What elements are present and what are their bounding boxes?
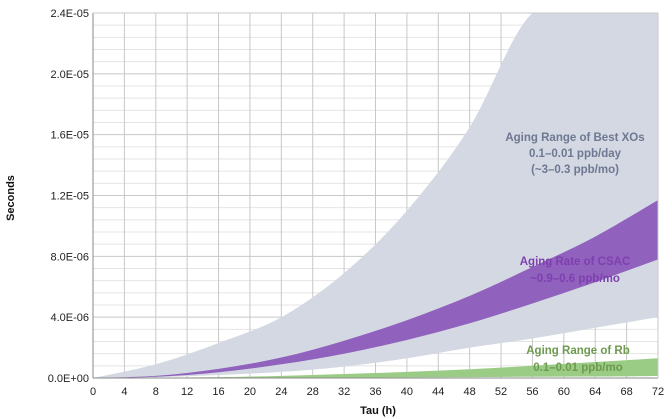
x-tick-label: 8: [153, 386, 159, 398]
annotation-line: Aging Range of Rb: [526, 345, 630, 357]
x-tick-label: 24: [275, 386, 287, 398]
x-tick-label: 48: [464, 386, 476, 398]
y-tick-label: 2.0E-05: [50, 69, 89, 81]
annotation-line: 0.1–0.01 ppb/day: [529, 148, 622, 160]
annotation-best-xo: Aging Range of Best XOs 0.1–0.01 ppb/day (…: [505, 132, 644, 176]
x-tick-label: 20: [244, 386, 256, 398]
x-tick-label: 60: [558, 386, 570, 398]
x-tick-label: 16: [212, 386, 224, 398]
annotation-line: Aging Range of Best XOs: [505, 132, 644, 144]
annotation-line: Aging Rate of CSAC: [520, 256, 631, 268]
y-tick-label: 0.0E+00: [48, 373, 89, 385]
y-axis-title: Seconds: [5, 175, 17, 221]
x-tick-label: 4: [121, 386, 127, 398]
annotation-line: ~0.9–0.6 ppb/mo: [530, 273, 620, 285]
x-tick-label: 32: [338, 386, 350, 398]
x-tick-label: 12: [181, 386, 193, 398]
x-axis-title: Tau (h): [360, 405, 396, 417]
x-tick-labels: 0 4 8 12 16 20 24 28 32 36 40 44 48 52 56 60 64 68 72: [90, 386, 664, 398]
y-tick-labels: 0.0E+00 4.0E-06 8.0E-06 1.2E-05 1.6E-05 2.0E-…: [48, 8, 89, 385]
annotation-line: 0.1–0.01 ppb/mo: [533, 362, 622, 374]
chart-axes: [92, 12, 659, 379]
x-tick-label: 40: [401, 386, 413, 398]
band-rb: [93, 358, 658, 378]
x-tick-label: 28: [307, 386, 319, 398]
y-tick-label: 1.6E-05: [50, 130, 89, 142]
x-tick-label: 44: [432, 386, 444, 398]
chart-bands: [93, 13, 658, 378]
x-tick-label: 68: [620, 386, 632, 398]
annotation-rb: Aging Range of Rb 0.1–0.01 ppb/mo: [526, 345, 630, 374]
y-tick-label: 8.0E-06: [50, 251, 89, 263]
y-tick-label: 2.4E-05: [50, 8, 89, 20]
x-tick-label: 0: [90, 386, 96, 398]
x-tick-label: 64: [589, 386, 601, 398]
band-csac: [93, 200, 658, 378]
band-annotations: Aging Range of Best XOs 0.1–0.01 ppb/day (…: [505, 132, 644, 374]
y-tick-label: 4.0E-06: [50, 312, 89, 324]
x-tick-label: 72: [652, 386, 664, 398]
x-tick-label: 36: [369, 386, 381, 398]
y-tick-label: 1.2E-05: [50, 191, 89, 203]
x-tick-label: 52: [495, 386, 507, 398]
annotation-csac: Aging Rate of CSAC ~0.9–0.6 ppb/mo: [520, 256, 631, 285]
x-tick-label: 56: [526, 386, 538, 398]
annotation-line: (~3–0.3 ppb/mo): [531, 164, 619, 176]
